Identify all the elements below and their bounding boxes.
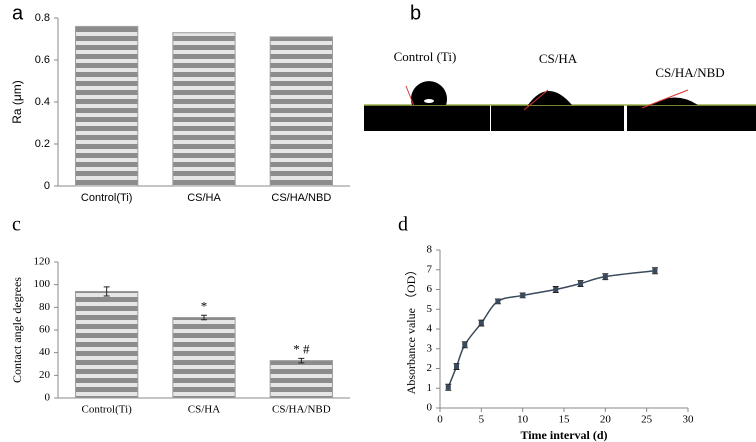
marker xyxy=(462,342,468,348)
x-tick-label: 25 xyxy=(641,414,653,426)
chart: c Contact angle degrees 0 20 40 60 80 100 120 Con… xyxy=(10,214,350,416)
photo xyxy=(491,105,624,131)
droplet xyxy=(528,91,572,105)
bar xyxy=(172,32,236,187)
error-bar xyxy=(201,314,207,321)
tangent xyxy=(405,85,415,107)
y-tick-label: 1 xyxy=(427,382,433,394)
y-tick-label: 7 xyxy=(427,263,433,275)
photo-caption: CS/HA xyxy=(539,51,578,66)
y-axis-label: Absorbance value （OD） xyxy=(404,264,418,395)
annotation: * xyxy=(201,298,208,313)
panel-label: c xyxy=(12,214,21,236)
marker xyxy=(520,292,526,298)
marker xyxy=(578,281,584,287)
error-bar xyxy=(298,357,305,364)
marker xyxy=(602,274,608,280)
bar xyxy=(269,360,333,399)
x-tick-label: 15 xyxy=(559,414,571,426)
line xyxy=(447,269,656,388)
chart: d Absorbance value （OD） 0 1 2 3 4 5 6 7 8 0 5 10 15 20 2… xyxy=(398,214,694,442)
y-tick-label: 20 xyxy=(39,369,51,381)
x-tick-label: 5 xyxy=(479,414,485,426)
photo-caption: Control (Ti) xyxy=(394,49,457,64)
y-tick-label: 5 xyxy=(427,303,433,315)
y-tick-label: 0 xyxy=(45,392,51,404)
y-tick-label: 6 xyxy=(427,283,433,295)
x-tick-label: CS/HA xyxy=(188,404,220,416)
y-tick-label: 0.8 xyxy=(35,12,50,24)
error-bar xyxy=(103,286,110,297)
x-tick-label: CS/HA/NBD xyxy=(272,404,331,416)
x-tick-label: 30 xyxy=(683,414,695,426)
x-tick-label: CS/HA xyxy=(187,192,221,204)
photo-caption: CS/HA/NBD xyxy=(655,65,724,80)
y-tick-label: 0.6 xyxy=(35,54,50,66)
x-tick-label: 0 xyxy=(437,414,443,426)
x-tick-label: Control(Ti) xyxy=(82,404,133,416)
x-tick-label: Control(Ti) xyxy=(81,192,133,204)
bar xyxy=(269,36,333,187)
panel-label: b xyxy=(410,2,421,24)
y-tick-label: 0 xyxy=(427,402,433,414)
marker xyxy=(652,268,658,274)
droplet xyxy=(651,97,698,105)
y-tick-label: 0 xyxy=(44,180,50,192)
bar xyxy=(75,25,139,187)
marker xyxy=(454,364,460,370)
droplet xyxy=(411,81,448,105)
tangent xyxy=(641,89,689,109)
x-tick-label: CS/HA/NBD xyxy=(271,192,331,204)
y-tick-label: 100 xyxy=(34,278,51,290)
panel-b: b Control (Ti) CS/HA CS/HA/NBD xyxy=(364,2,756,131)
panel-label: d xyxy=(398,214,408,236)
y-tick-label: 60 xyxy=(39,324,51,336)
marker xyxy=(495,298,501,304)
photo xyxy=(364,105,490,131)
y-tick-label: 2 xyxy=(427,362,433,374)
bar xyxy=(75,290,139,399)
y-tick-label: 120 xyxy=(34,256,51,268)
panel-label: a xyxy=(12,2,24,24)
annotation: * # xyxy=(293,341,310,356)
photo xyxy=(627,105,756,131)
marker xyxy=(553,287,559,292)
bar xyxy=(172,317,236,399)
y-tick-label: 80 xyxy=(39,301,51,313)
chart: a Ra (μm) 0 0.2 0.4 0.6 0.8 Control(Ti) CS/HA CS/… xyxy=(10,2,350,204)
y-tick-label: 8 xyxy=(427,244,433,256)
x-tick-label: 20 xyxy=(600,414,612,426)
y-tick-label: 4 xyxy=(427,323,433,335)
y-tick-label: 40 xyxy=(39,346,51,358)
droplet-highlight xyxy=(424,99,434,103)
marker xyxy=(478,320,484,326)
x-tick-label: 10 xyxy=(517,414,529,426)
x-axis-label: Time interval (d) xyxy=(520,428,607,442)
y-axis-label: Ra (μm) xyxy=(10,80,24,124)
y-axis-label: Contact angle degrees xyxy=(10,277,24,383)
y-tick-label: 3 xyxy=(427,342,433,354)
y-tick-label: 0.2 xyxy=(35,138,50,150)
y-tick-label: 0.4 xyxy=(35,96,50,108)
tangent xyxy=(523,89,549,111)
marker xyxy=(445,384,451,390)
